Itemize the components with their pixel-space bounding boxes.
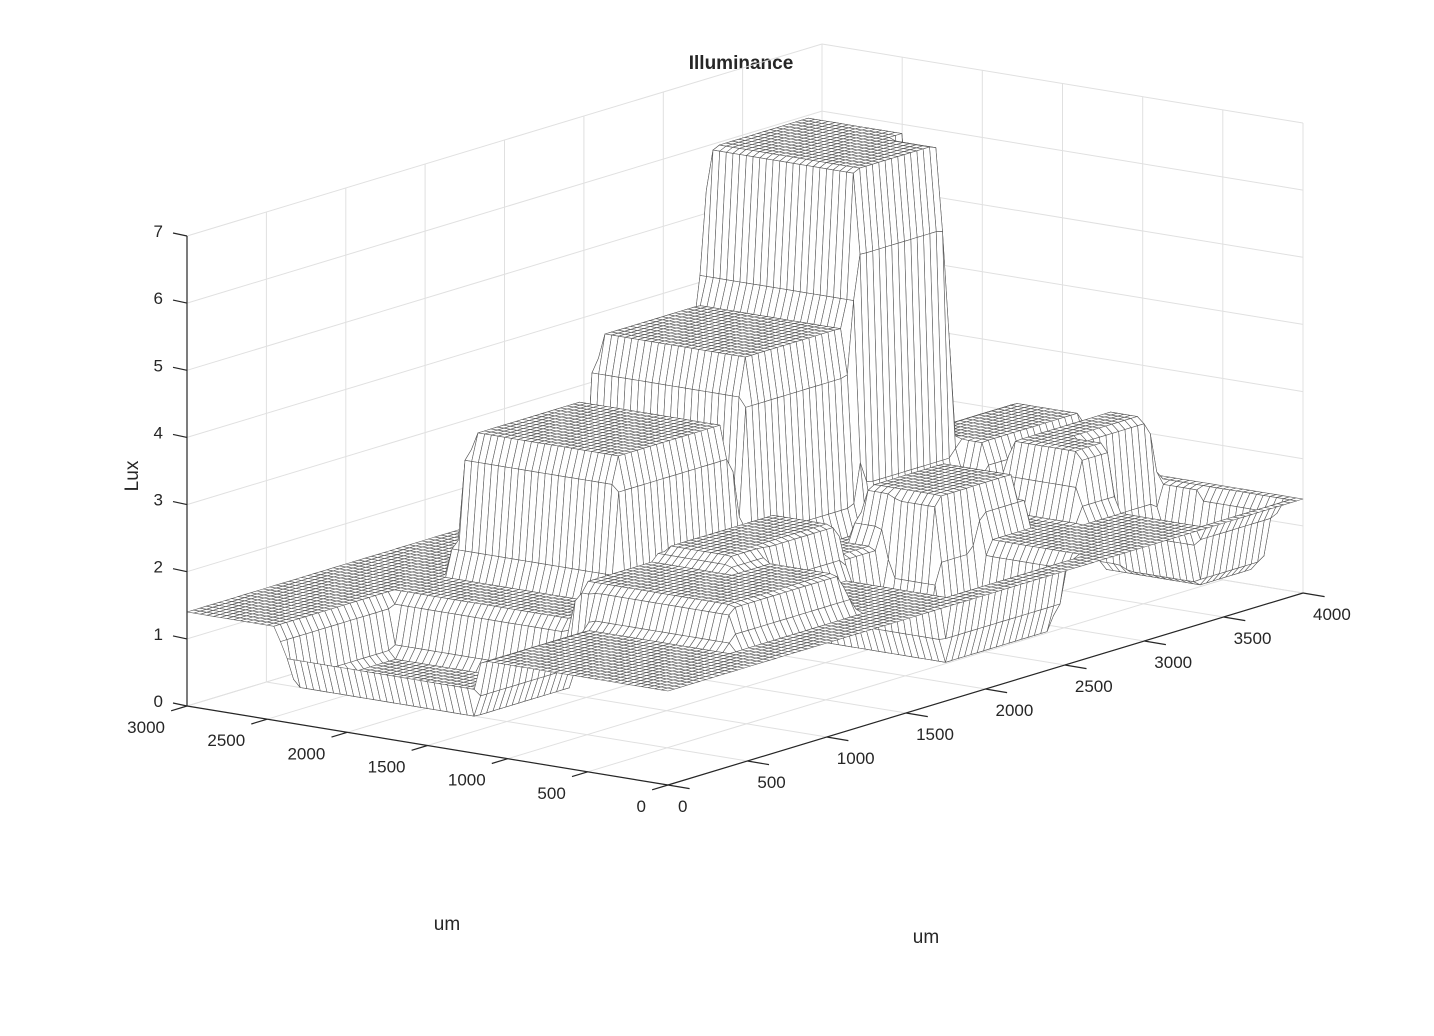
grid-line-z-back (186, 110, 823, 304)
grid-line-z-side (821, 43, 1304, 124)
chart-title: Illuminance (689, 53, 794, 74)
grid-line-z-side (821, 110, 1304, 191)
grid-line-z-back (186, 43, 823, 237)
grid-line-y-floor (587, 579, 1223, 773)
surface-mesh (186, 117, 1304, 717)
